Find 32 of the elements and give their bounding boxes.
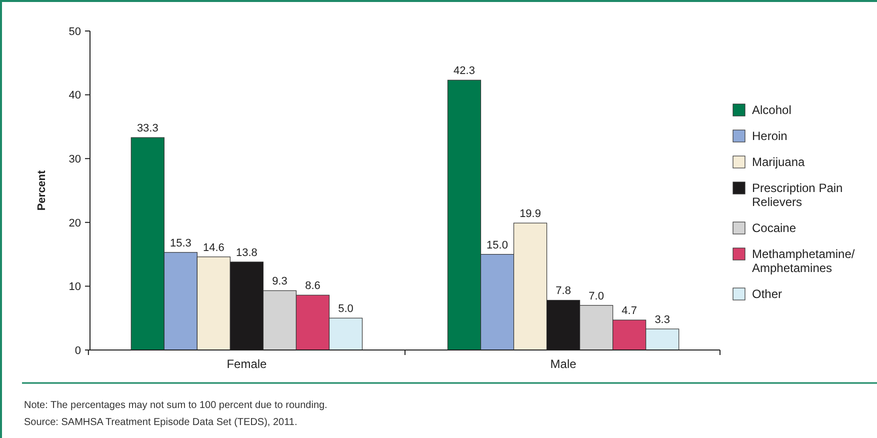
legend-label: Other [752,287,782,301]
data-label: 13.8 [236,246,258,259]
y-tick-label: 50 [68,26,81,38]
legend-label: Prescription Pain Relievers [752,181,843,209]
text: Note: The percentages may not sum to 100 percent due to rounding. [24,400,328,411]
legend-label: Alcohol [752,103,792,117]
data-label: 33.3 [136,122,158,135]
y-tick-label: 30 [68,153,81,166]
data-label: 7.0 [588,290,604,302]
x-tick-label: Male [550,357,577,371]
data-label: 15.3 [170,237,192,250]
legend-label: Marijuana [752,155,806,169]
data-label: 7.8 [556,285,571,298]
data-label: 8.6 [305,280,320,292]
y-tick-label: 20 [68,217,81,230]
data-label: 4.7 [622,305,637,318]
x-tick-label: Female [226,357,268,371]
data-label: 3.3 [654,314,670,326]
legend-label: Methamphetamine/Amphetamines [752,247,856,275]
y-tick-label: 0 [74,344,81,357]
data-label: 42.3 [454,65,475,78]
data-label: 5.0 [338,303,354,316]
legend-label: Cocaine [752,221,796,235]
source-note: Source: SAMHSA Treatment Episode Data Set (TEDS), 2011. [24,417,298,428]
y-tick-label: 40 [68,90,81,102]
data-label: 9.3 [272,276,288,288]
legend-label: Heroin [752,129,788,143]
data-label: 19.9 [520,208,541,220]
y-axis-title: Percent [36,170,48,211]
y-tick-label: 10 [68,281,81,294]
data-label: 15.0 [486,239,508,252]
data-label: 14.6 [202,242,224,254]
